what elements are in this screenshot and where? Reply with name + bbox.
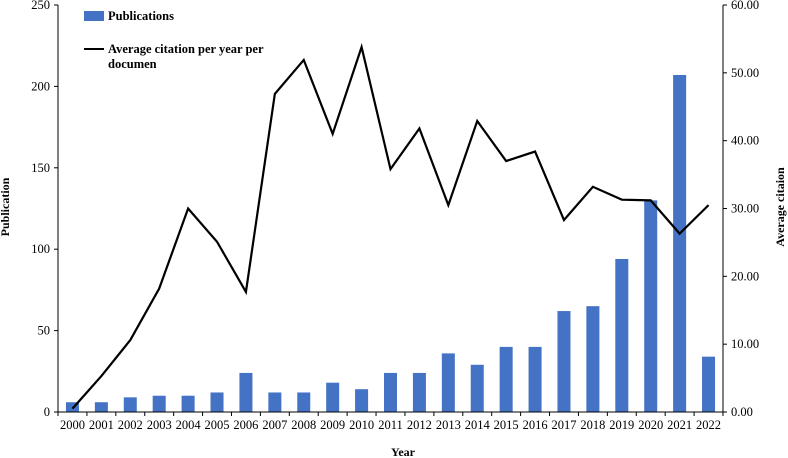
x-tick-label: 2019 [609, 418, 634, 432]
bar-2011 [383, 372, 398, 412]
bar-2015 [499, 346, 513, 412]
x-tick-label: 2009 [320, 418, 345, 432]
y-tick-label: 0 [44, 405, 50, 419]
y2-tick-label: 0.00 [731, 405, 753, 419]
y-tick-label: 250 [31, 0, 50, 12]
bar-2007 [268, 392, 282, 412]
x-tick-label: 2021 [667, 418, 692, 432]
legend: Publications Average citation per year p… [84, 9, 266, 71]
x-tick-label: 2003 [147, 418, 172, 432]
bar-2013 [441, 353, 455, 412]
y-tick-label: 100 [31, 242, 50, 256]
bar-2018 [586, 306, 600, 412]
y2-tick-label: 20.00 [731, 269, 759, 283]
bar-2012 [412, 372, 426, 412]
bar-2004 [181, 395, 195, 412]
y2-tick-label: 60.00 [731, 0, 759, 12]
x-tick-label: 2002 [118, 418, 143, 432]
bars-layer [65, 75, 716, 412]
legend-label-citation: Average citation per year per documen [108, 42, 266, 71]
x-tick-label: 2001 [89, 418, 114, 432]
x-tick-label: 2020 [638, 418, 663, 432]
bar-2006 [239, 372, 253, 412]
x-tick-label: 2017 [551, 418, 576, 432]
bar-2002 [123, 397, 137, 412]
x-tick-label: 2015 [494, 418, 519, 432]
legend-label-citation-line1: Average citation per year per [108, 42, 264, 56]
x-tick-label: 2016 [523, 418, 548, 432]
bar-2021 [673, 75, 687, 412]
x-tick-label: 2012 [407, 418, 432, 432]
x-tick-label: 2006 [233, 418, 258, 432]
y2-tick-label: 10.00 [731, 337, 759, 351]
x-tick-label: 2022 [696, 418, 721, 432]
x-tick-label: 2013 [436, 418, 461, 432]
x-tick-label: 2014 [465, 418, 491, 432]
bar-2005 [210, 392, 224, 412]
bar-2022 [702, 356, 716, 412]
bar-2009 [326, 382, 340, 412]
bar-2016 [528, 346, 542, 412]
x-tick-label: 2004 [176, 418, 202, 432]
y-tick-label: 150 [31, 161, 50, 175]
x-tick-label: 2007 [262, 418, 287, 432]
bar-2008 [297, 392, 311, 412]
y-axis-title: Publication [0, 177, 12, 236]
line-layer [71, 43, 710, 410]
x-tick-label: 2018 [580, 418, 605, 432]
ticks-layer: 0 50 100 150 200 250 0.00 10.00 20.00 30.00 40.00 5… [31, 0, 759, 432]
x-tick-label: 2011 [378, 418, 403, 432]
y2-tick-label: 40.00 [731, 134, 759, 148]
y-tick-label: 50 [38, 324, 51, 338]
legend-swatch-publications [84, 11, 104, 21]
x-tick-label: 2010 [349, 418, 374, 432]
x-axis-title: Year [391, 445, 416, 458]
legend-label-citation-line2: documen [108, 57, 157, 71]
bar-2001 [94, 402, 108, 412]
bar-2003 [152, 395, 166, 412]
x-tick-label: 2008 [291, 418, 316, 432]
x-tick-label: 2000 [60, 418, 85, 432]
x-tick-label: 2005 [205, 418, 230, 432]
bar-2017 [557, 311, 571, 412]
y2-tick-label: 50.00 [731, 66, 759, 80]
bar-2014 [470, 364, 484, 412]
legend-label-publications: Publications [108, 9, 174, 23]
y2-tick-label: 30.00 [731, 202, 759, 216]
bar-2020 [644, 200, 658, 412]
y2-axis-title: Average citaion [773, 167, 787, 247]
bar-2019 [615, 258, 629, 412]
y-tick-label: 200 [31, 79, 50, 93]
bar-2010 [355, 389, 369, 412]
citation-line [71, 43, 710, 410]
